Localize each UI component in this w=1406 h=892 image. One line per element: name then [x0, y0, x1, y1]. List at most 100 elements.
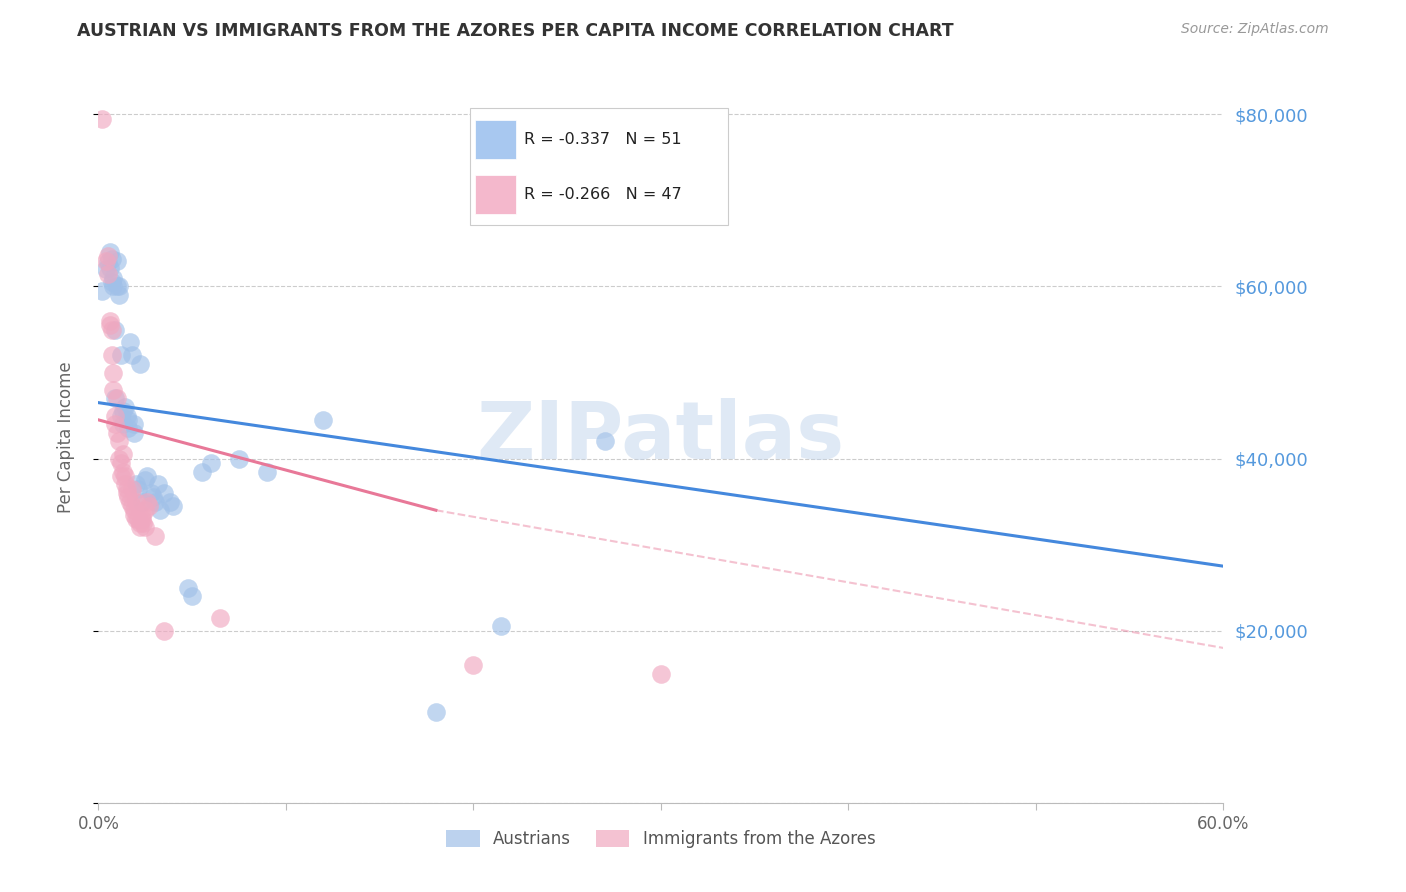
- Point: [111, 404, 134, 418]
- Point: [104, 392, 127, 406]
- Text: AUSTRIAN VS IMMIGRANTS FROM THE AZORES PER CAPITA INCOME CORRELATION CHART: AUSTRIAN VS IMMIGRANTS FROM THE AZORES P…: [77, 22, 953, 40]
- Point: [111, 447, 134, 461]
- Point: [131, 494, 153, 508]
- Point: [122, 425, 145, 440]
- Point: [228, 451, 250, 466]
- Point: [115, 409, 138, 423]
- Point: [115, 482, 138, 496]
- Point: [138, 499, 160, 513]
- Point: [148, 477, 170, 491]
- Point: [114, 400, 136, 414]
- Point: [120, 494, 142, 508]
- Point: [121, 499, 143, 513]
- Point: [111, 465, 134, 479]
- Point: [100, 252, 122, 266]
- Point: [108, 279, 131, 293]
- Point: [110, 456, 132, 470]
- Point: [91, 284, 114, 298]
- Point: [128, 516, 150, 530]
- Point: [463, 658, 485, 673]
- Point: [103, 383, 125, 397]
- Point: [121, 348, 143, 362]
- Point: [162, 499, 184, 513]
- Point: [108, 434, 131, 449]
- Point: [134, 520, 156, 534]
- Point: [134, 503, 156, 517]
- Point: [104, 417, 127, 432]
- Point: [153, 624, 176, 638]
- Y-axis label: Per Capita Income: Per Capita Income: [56, 361, 75, 513]
- Point: [143, 494, 166, 508]
- Point: [98, 314, 121, 328]
- Point: [127, 482, 149, 496]
- Point: [97, 249, 120, 263]
- Point: [97, 267, 120, 281]
- Point: [108, 288, 131, 302]
- Point: [117, 413, 139, 427]
- Point: [132, 516, 155, 530]
- Point: [136, 494, 159, 508]
- Point: [104, 322, 127, 336]
- Point: [110, 348, 132, 362]
- Legend: Austrians, Immigrants from the Azores: Austrians, Immigrants from the Azores: [437, 822, 884, 856]
- Point: [108, 451, 131, 466]
- Point: [104, 409, 127, 423]
- Point: [105, 425, 128, 440]
- Point: [593, 434, 616, 449]
- Point: [153, 486, 176, 500]
- Point: [177, 581, 200, 595]
- Point: [121, 482, 143, 496]
- Point: [100, 275, 122, 289]
- Point: [122, 417, 145, 432]
- Point: [425, 706, 447, 720]
- Point: [149, 503, 172, 517]
- Point: [115, 486, 138, 500]
- Point: [105, 279, 128, 293]
- Point: [127, 512, 149, 526]
- Point: [111, 417, 134, 432]
- Point: [181, 589, 204, 603]
- Point: [103, 366, 125, 380]
- Point: [128, 520, 150, 534]
- Point: [103, 279, 125, 293]
- Point: [98, 260, 121, 275]
- Point: [117, 491, 139, 505]
- Point: [105, 253, 128, 268]
- Point: [159, 494, 181, 508]
- Point: [94, 253, 117, 268]
- Point: [100, 348, 122, 362]
- Point: [103, 271, 125, 285]
- Point: [139, 486, 162, 500]
- Point: [94, 262, 117, 277]
- Point: [120, 335, 142, 350]
- Point: [110, 409, 132, 423]
- Point: [200, 456, 222, 470]
- Point: [98, 245, 121, 260]
- Point: [312, 413, 335, 427]
- Point: [110, 468, 132, 483]
- Point: [256, 465, 278, 479]
- Point: [142, 491, 165, 505]
- Point: [131, 512, 153, 526]
- Point: [122, 503, 145, 517]
- Point: [134, 473, 156, 487]
- Text: Source: ZipAtlas.com: Source: ZipAtlas.com: [1181, 22, 1329, 37]
- Point: [100, 322, 122, 336]
- Point: [125, 494, 148, 508]
- Point: [128, 357, 150, 371]
- Point: [491, 619, 513, 633]
- Point: [143, 529, 166, 543]
- Point: [209, 611, 232, 625]
- Point: [650, 666, 672, 681]
- Point: [98, 318, 121, 333]
- Point: [190, 465, 212, 479]
- Text: ZIPatlas: ZIPatlas: [477, 398, 845, 476]
- Point: [91, 112, 114, 126]
- Point: [136, 468, 159, 483]
- Point: [131, 508, 153, 522]
- Point: [125, 512, 148, 526]
- Point: [122, 508, 145, 522]
- Point: [105, 392, 128, 406]
- Point: [125, 477, 148, 491]
- Point: [117, 421, 139, 435]
